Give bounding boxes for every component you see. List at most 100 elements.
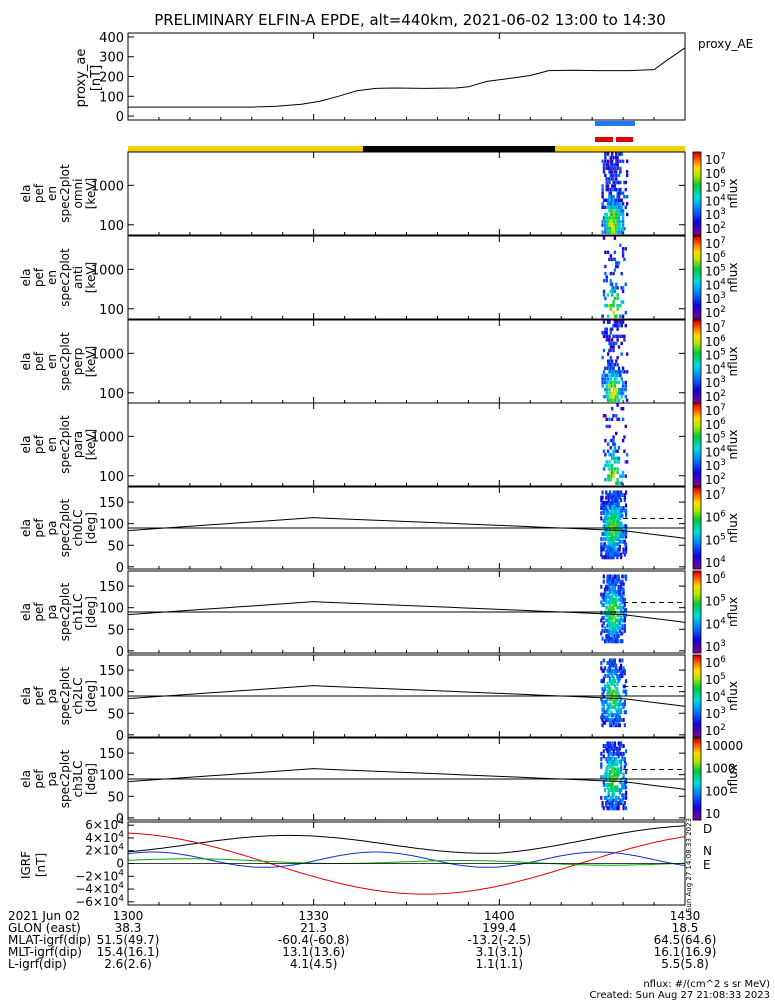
panel-perp-colorbar-cell <box>693 400 701 404</box>
panel-ch3LC-cell <box>612 788 615 793</box>
panel-perp-cell <box>616 380 619 385</box>
panel-ch2LC-cell <box>608 697 612 702</box>
igrf-ytick-label: 2×104 <box>85 843 124 858</box>
panel-ch0LC-cell <box>617 552 620 557</box>
panel-omni-colorbar-cell <box>693 185 701 188</box>
panel-para-colorbar-label: nflux <box>726 430 740 460</box>
panel-anti-colorbar-cell <box>693 304 701 308</box>
panel-omni-cell <box>612 212 615 217</box>
panel-ch0LC-cell <box>624 531 628 536</box>
panel-ch0LC-cell <box>624 508 628 513</box>
panel-para-cell <box>604 463 607 468</box>
panel-ch0LC-cell <box>617 534 620 539</box>
panel-ch1LC-cell <box>613 579 617 584</box>
panel-perp-cell <box>615 394 618 399</box>
panel-ch3LC-cell <box>607 757 610 762</box>
panel-ch0LC-cell <box>606 518 609 523</box>
panel-omni-cell <box>610 226 614 231</box>
panel-ch2LC-cell <box>602 679 605 684</box>
panel-ch2LC-colorbar-cell <box>693 700 701 703</box>
panel-ch3LC-cell <box>606 801 609 806</box>
panel-ch0LC-cell <box>618 511 621 516</box>
panel-ch1LC-cell <box>613 582 617 587</box>
panel-ch1LC-cell <box>607 621 610 626</box>
panel-anti-cell <box>612 310 615 315</box>
panel-omni-colorbar-cell <box>693 193 701 197</box>
panel-perp-cell <box>612 341 615 346</box>
panel-ch0LC-cell <box>610 550 613 555</box>
panel-ch1LC-cell <box>621 639 624 644</box>
panel-ch0LC-cell <box>602 518 605 523</box>
orbit-bar-day-1 <box>128 146 363 152</box>
panel-perp-cell <box>621 366 625 370</box>
panel-ch3LC-cell <box>608 772 612 777</box>
panel-omni-cell <box>613 212 617 217</box>
panel-omni-cell <box>605 219 608 224</box>
panel-anti-cell <box>616 303 619 308</box>
panel-omni-colorbar-cell <box>693 183 701 186</box>
panel-ch1LC-cell <box>611 574 614 579</box>
panel-perp-colorbar-cell <box>693 384 701 387</box>
panel-ch0LC-cell <box>615 529 618 534</box>
igrf-ytick-label: −2×104 <box>75 868 124 883</box>
panel-ch1LC-cell <box>616 579 619 584</box>
panel-omni-cell <box>604 212 607 217</box>
panel-perp-colorbar-cell <box>693 369 701 373</box>
panel-ch0LC-cell <box>606 500 609 505</box>
panel-ch0LC-cell <box>600 537 603 542</box>
panel-ch3LC-colorbar-cell <box>693 758 701 762</box>
panel-anti-cell <box>617 261 621 265</box>
panel-ch0LC-cell <box>621 524 624 529</box>
panel-omni-cell <box>601 159 604 163</box>
panel-ch1LC-cell <box>610 626 613 631</box>
panel-omni-cell <box>617 187 621 192</box>
panel-anti-cell <box>604 296 607 301</box>
panel-ch0LC-cell <box>606 529 609 534</box>
panel-ch0LC-cell <box>608 555 612 560</box>
panel-ch0LC-cell <box>611 555 614 560</box>
igrf-ylabel-0: IGRF <box>19 851 33 879</box>
panel-ch2LC-cell <box>608 723 612 728</box>
panel-ch2LC-cell <box>602 658 605 663</box>
panel-ch1LC-cell <box>602 621 605 626</box>
panel-omni-cell <box>610 152 614 156</box>
panel-ch1LC-cell <box>611 626 614 631</box>
panel-ch2LC-cell <box>613 679 617 684</box>
panel-perp-cell <box>619 320 622 324</box>
panel-ch2LC-cell <box>603 684 607 689</box>
panel-ch2LC-cell <box>607 671 610 676</box>
panel-ch1LC-cell <box>606 628 609 633</box>
panel-perp-cell <box>612 387 615 392</box>
panel-ch0LC-cell <box>607 498 610 503</box>
panel-omni-cell <box>617 209 621 213</box>
panel-ch1LC-cell <box>605 634 608 639</box>
panel-para-cell <box>616 417 619 422</box>
panel-ch2LC-cell <box>607 705 610 710</box>
panel-anti-cell <box>613 268 617 272</box>
panel-ch1LC-ytick-label: 150 <box>99 580 124 595</box>
panel-perp-cell <box>620 341 623 346</box>
panel-ch2LC-cell <box>606 697 609 702</box>
panel-ch3LC-cell <box>623 757 626 762</box>
panel-para-ylabel-1: pef <box>32 434 46 454</box>
panel-perp-cell <box>617 323 621 328</box>
panel-ch0LC-cell <box>618 534 621 539</box>
panel-para-cell <box>609 463 613 468</box>
panel-ch3LC-cell <box>622 744 625 749</box>
panel-ch0LC-cell <box>617 547 620 552</box>
panel-ch2LC-cell <box>606 668 609 673</box>
panel-ch0LC-cell <box>613 493 617 498</box>
panel-ch0LC-cell <box>603 508 607 513</box>
panel-ch0LC-cell <box>624 524 628 529</box>
panel-ch0LC-colorbar-cell <box>693 560 701 564</box>
panel-ch3LC-cell <box>606 749 609 754</box>
panel-ch1LC-cell <box>602 597 605 602</box>
panel-perp-cell <box>612 370 615 374</box>
panel-ch2LC-cell <box>600 715 603 720</box>
panel-ch3LC-cell <box>615 795 618 800</box>
panel-omni-cell <box>621 159 625 163</box>
panel-ch0LC-cell <box>613 524 617 529</box>
panel-omni-colorbar-tick: 103 <box>705 207 726 222</box>
panel-ch1LC-cell <box>608 621 612 626</box>
panel-ch1LC-cell <box>622 613 625 618</box>
